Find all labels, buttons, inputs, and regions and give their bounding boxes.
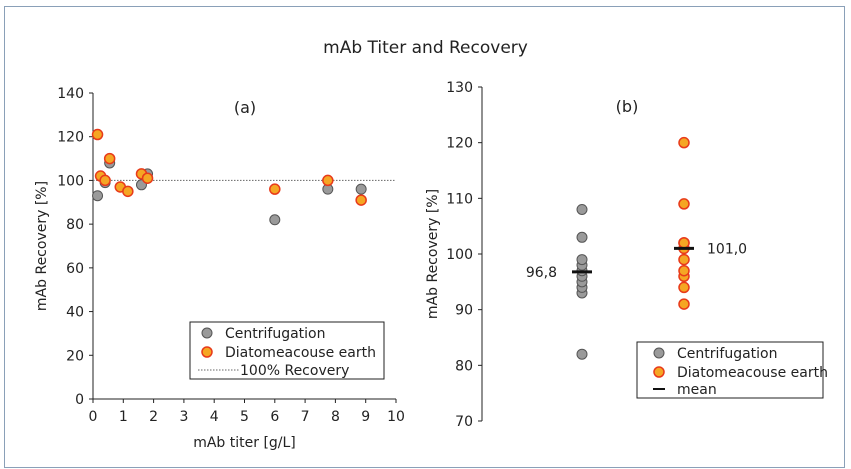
a-diatomeacouse-point	[103, 152, 116, 165]
a-legend-diatomeacouse-marker	[201, 346, 213, 358]
a-y-axis-label: mAb Recovery [%]	[34, 181, 50, 311]
b-y-tick-label: 130	[446, 80, 473, 96]
a-x-tick-label: 10	[387, 409, 405, 425]
b-y-tick-label: 80	[455, 358, 473, 374]
a-x-tick-label: 4	[210, 409, 219, 425]
a-y-tick-label: 140	[57, 86, 84, 102]
a-diatomeacouse-point	[322, 174, 334, 187]
b-y-tick-label: 110	[446, 191, 473, 207]
a-x-tick-label: 8	[331, 409, 340, 425]
a-panel-label: (a)	[234, 98, 256, 117]
b-centrifugation-point	[576, 203, 588, 215]
a-x-tick-label: 7	[301, 409, 310, 425]
a-y-tick-label: 40	[66, 305, 84, 321]
b-legend-diatomeacouse-marker	[653, 366, 665, 378]
b-legend-centrifugation-label: Centrifugation	[677, 346, 777, 362]
a-diatomeacouse-point	[99, 174, 111, 187]
b-diatomeacouse-point	[678, 264, 690, 277]
a-y-tick-label: 60	[66, 261, 84, 277]
a-centrifugation-point	[92, 190, 104, 202]
a-y-tick-label: 100	[57, 173, 84, 189]
a-legend-reference-label: 100% Recovery	[240, 363, 349, 379]
b-diatomeacouse-point	[678, 298, 690, 310]
b-diatomeacouse-point	[678, 198, 690, 210]
a-diatomeacouse-point	[91, 128, 104, 141]
a-diatomeacouse-point	[355, 194, 367, 206]
b-centrifugation-point	[576, 254, 588, 266]
b-legend-centrifugation-marker	[653, 347, 665, 359]
b-y-tick-label: 70	[455, 414, 473, 430]
a-y-tick-label: 80	[66, 217, 84, 233]
a-legend-centrifugation-marker	[201, 327, 213, 339]
b-y-axis-label: mAb Recovery [%]	[425, 189, 441, 319]
a-diatomeacouse-point	[122, 185, 134, 198]
a-diatomeacouse-point	[269, 183, 281, 195]
b-diatomeacouse-point	[678, 281, 690, 294]
b-diatomeacouse-point	[678, 253, 690, 266]
a-x-axis-label: mAb titer [g/L]	[193, 435, 296, 451]
a-x-tick-label: 2	[149, 409, 158, 425]
a-centrifugation-point	[355, 183, 367, 195]
a-y-tick-label: 0	[75, 392, 84, 408]
b-panel-label: (b)	[616, 97, 639, 116]
figure-title: mAb Titer and Recovery	[323, 38, 528, 58]
b-y-tick-label: 90	[455, 303, 473, 319]
b-legend-mean-label: mean	[677, 382, 717, 398]
b-y-tick-label: 120	[446, 136, 473, 152]
a-legend-diatomeacouse-label: Diatomeacouse earth	[225, 345, 376, 361]
b-diatomeacouse-point	[678, 136, 690, 149]
b-centrifugation-mean-label: 96,8	[526, 265, 557, 281]
a-legend-centrifugation-label: Centrifugation	[225, 326, 325, 342]
a-x-tick-label: 9	[361, 409, 370, 425]
b-legend-diatomeacouse-label: Diatomeacouse earth	[677, 365, 828, 381]
a-x-tick-label: 6	[270, 409, 279, 425]
b-diatomeacouse-point	[678, 237, 690, 249]
b-centrifugation-point	[576, 231, 588, 243]
a-x-tick-label: 5	[240, 409, 249, 425]
b-centrifugation-point	[576, 348, 588, 360]
b-y-tick-label: 100	[446, 247, 473, 263]
a-x-tick-label: 3	[179, 409, 188, 425]
a-y-tick-label: 120	[57, 130, 84, 146]
b-diatomeacouse-mean-label: 101,0	[707, 241, 747, 257]
a-x-tick-label: 0	[89, 409, 98, 425]
a-y-tick-label: 20	[66, 348, 84, 364]
a-diatomeacouse-point	[141, 172, 154, 184]
b-legend-box	[636, 341, 824, 399]
a-centrifugation-point	[269, 214, 281, 226]
a-x-tick-label: 1	[119, 409, 128, 425]
